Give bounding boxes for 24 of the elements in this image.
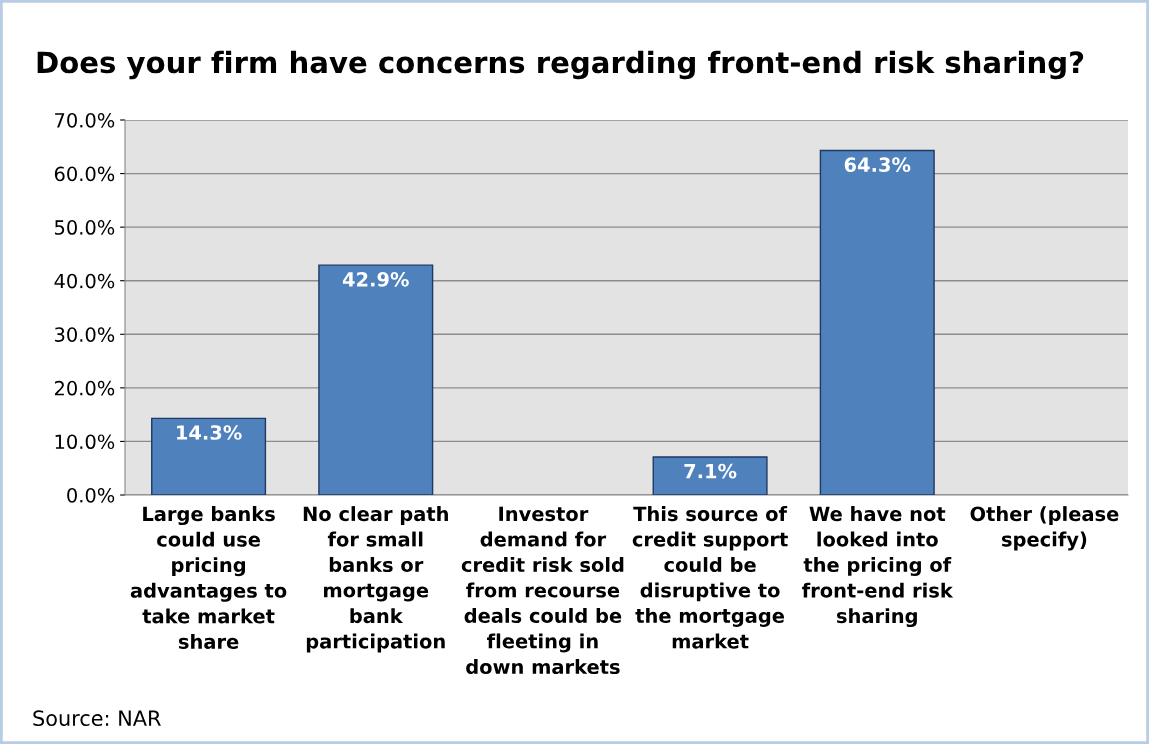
y-tick-label: 30.0% bbox=[54, 327, 115, 342]
bar bbox=[819, 149, 935, 495]
data-label: 42.9% bbox=[342, 271, 409, 287]
x-tick-label: No clear path for small banks or mortgage bank participation bbox=[303, 506, 448, 653]
x-tick-label: Investor demand for credit risk sold from recourse deals could be fleeting in down markets bbox=[461, 506, 624, 675]
y-tick-label: 0.0% bbox=[67, 487, 115, 503]
chart-title: Does your firm have concerns regarding front-end risk sharing? bbox=[37, 50, 1084, 80]
y-tick-label: 40.0% bbox=[54, 273, 115, 289]
y-tick-label: 10.0% bbox=[55, 434, 115, 450]
source-note: Source: NAR bbox=[33, 710, 161, 727]
x-tick-label: Large banks could use pricing advantages to take market share bbox=[130, 506, 287, 649]
x-tick-label: We have not looked into the pricing of front-end risk sharing bbox=[802, 506, 954, 628]
y-tick-label: 50.0% bbox=[55, 220, 115, 235]
y-tick-label: 60.0% bbox=[54, 166, 115, 182]
bar bbox=[652, 456, 768, 495]
data-label: 64.3% bbox=[844, 157, 911, 173]
data-label: 7.1% bbox=[684, 463, 737, 479]
bar bbox=[151, 417, 267, 495]
data-label: 14.3% bbox=[177, 425, 242, 440]
y-tick-label: 20.0% bbox=[54, 380, 115, 396]
x-tick-label: Other (please specify) bbox=[970, 506, 1119, 551]
bar bbox=[318, 264, 434, 495]
y-tick-label: 70.0% bbox=[55, 112, 115, 128]
x-tick-label: This source of credit support could be disruptive to the mortgage market bbox=[632, 506, 788, 649]
